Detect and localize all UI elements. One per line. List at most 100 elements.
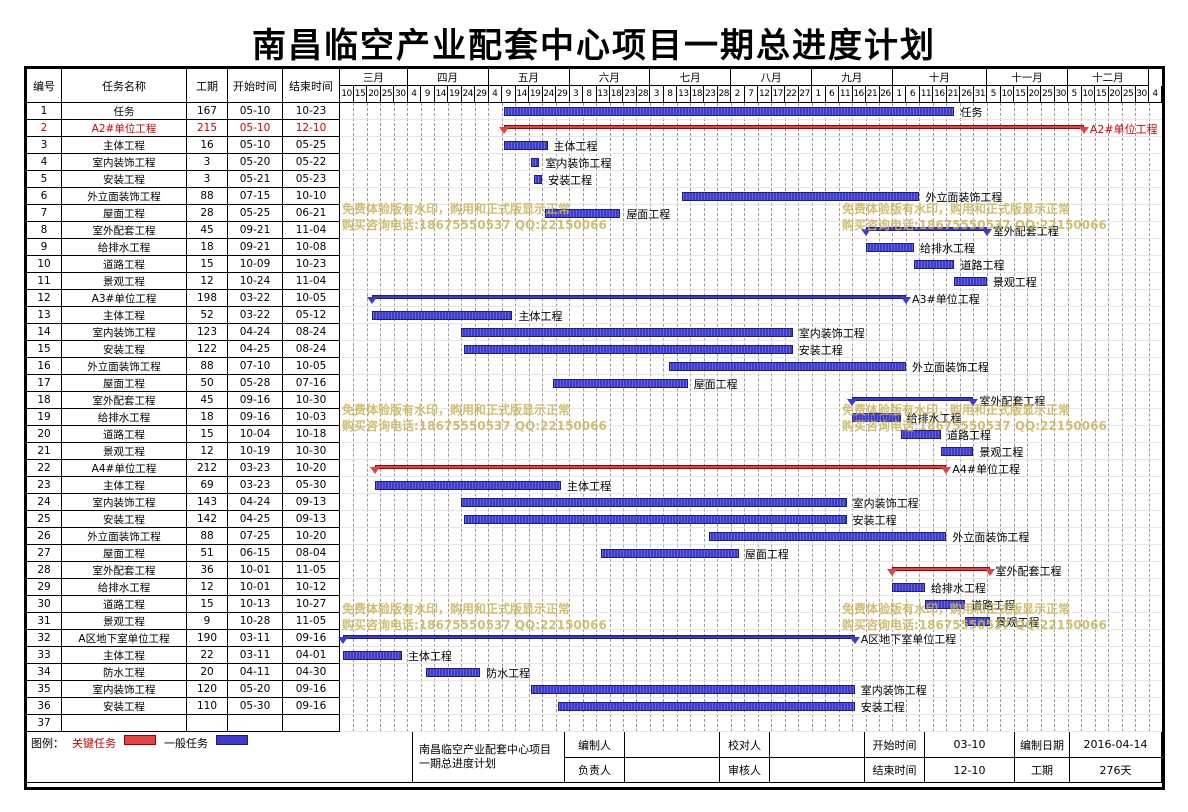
task-bar[interactable] [892, 583, 925, 592]
task-bar[interactable] [426, 668, 481, 677]
row-divider [340, 119, 1162, 120]
column-header-id: 编号 [27, 69, 62, 103]
task-start-cell: 07-10 [228, 358, 283, 375]
task-dur-cell: 142 [187, 511, 228, 528]
task-bar[interactable] [504, 141, 548, 150]
task-name-cell: 室内装饰工程 [62, 681, 187, 698]
summary-bar[interactable] [372, 295, 906, 299]
task-id-cell: 19 [27, 409, 62, 426]
task-end-cell: 10-05 [283, 358, 340, 375]
grid-line [730, 103, 732, 732]
task-name-cell: 主体工程 [62, 307, 187, 324]
timescale-day: 8 [582, 86, 597, 103]
summary-bar[interactable] [375, 465, 947, 469]
task-dur-cell: 18 [187, 409, 228, 426]
task-end-cell: 10-30 [283, 443, 340, 460]
column-header-duration: 工期 [187, 69, 228, 103]
task-dur-cell: 52 [187, 307, 228, 324]
task-bar[interactable] [531, 158, 540, 167]
task-bar[interactable] [954, 277, 987, 286]
task-bar[interactable] [601, 549, 739, 558]
task-bar[interactable] [544, 209, 621, 218]
footer-compiler-label: 编制人 [565, 732, 625, 758]
footer-checker-value [770, 732, 865, 758]
task-start-cell: 05-20 [228, 154, 283, 171]
task-end-cell: 05-25 [283, 137, 340, 154]
task-bar[interactable] [914, 260, 955, 269]
grid-line [771, 103, 773, 732]
task-bar[interactable] [941, 447, 974, 456]
task-id-cell: 11 [27, 273, 62, 290]
summary-bar[interactable] [504, 125, 1084, 129]
watermark-text: 免费体验版有水印，购用和正式版显示正常 购买咨询电话:18675550537 QQ… [842, 402, 1107, 434]
grid-line [973, 103, 975, 732]
row-divider [340, 272, 1162, 273]
task-start-cell: 10-24 [228, 273, 283, 290]
task-bar[interactable] [375, 481, 561, 490]
summary-bar[interactable] [342, 635, 855, 639]
timescale-day: 30 [1054, 86, 1069, 103]
footer-compiler-value [625, 732, 720, 758]
task-bar[interactable] [900, 430, 941, 439]
task-start-cell: 07-15 [228, 188, 283, 205]
timescale-month: 十一月 [986, 69, 1069, 86]
timescale-day: 3 [569, 86, 584, 103]
task-name-cell: 给排水工程 [62, 579, 187, 596]
watermark-line: 免费体验版有水印，购用和正式版显示正常 [342, 202, 571, 216]
task-end-cell [283, 715, 340, 732]
row-divider [340, 731, 1162, 732]
timescale-day: 14 [434, 86, 449, 103]
task-end-cell: 10-23 [283, 256, 340, 273]
task-bar[interactable] [531, 685, 855, 694]
task-bar-label: 主体工程 [518, 310, 563, 323]
timescale-day: 26 [959, 86, 974, 103]
watermark-text: 免费体验版有水印，购用和正式版显示正常 购买咨询电话:18675550537 QQ… [342, 201, 607, 233]
summary-bar[interactable] [852, 397, 974, 401]
task-end-cell: 10-23 [283, 103, 340, 120]
task-name-cell: 景观工程 [62, 273, 187, 290]
task-start-cell: 04-25 [228, 341, 283, 358]
timescale-day: 27 [798, 86, 813, 103]
timescale-day: 31 [973, 86, 988, 103]
timescale-day: 24 [461, 86, 476, 103]
task-bar[interactable] [668, 362, 906, 371]
task-bar[interactable] [865, 243, 915, 252]
task-bar-label: 主体工程 [566, 480, 611, 493]
timescale-day: 20 [366, 86, 381, 103]
timescale-day: 20 [1108, 86, 1123, 103]
legend-normal-swatch [216, 735, 248, 745]
task-name-cell: 给排水工程 [62, 239, 187, 256]
task-id-cell: 20 [27, 426, 62, 443]
grid-line [474, 103, 476, 732]
grid-line [569, 103, 571, 732]
task-id-cell: 17 [27, 375, 62, 392]
task-bar[interactable] [463, 515, 847, 524]
task-bar[interactable] [504, 107, 955, 116]
timescale-day: 1 [811, 86, 826, 103]
task-end-cell: 08-04 [283, 545, 340, 562]
footer-date-label: 编制日期 [1015, 732, 1070, 758]
legend-critical-label: 关键任务 [72, 737, 116, 750]
task-bar[interactable] [682, 192, 920, 201]
task-bar[interactable] [461, 328, 793, 337]
timescale-day: 15 [1013, 86, 1028, 103]
task-bar[interactable] [852, 413, 901, 422]
grid-line [919, 103, 921, 732]
timescale-day: 28 [717, 86, 732, 103]
task-bar[interactable] [558, 702, 855, 711]
task-bar[interactable] [342, 651, 402, 660]
task-bar[interactable] [463, 345, 793, 354]
task-bar[interactable] [534, 175, 543, 184]
row-divider [340, 204, 1162, 205]
task-bar-label: A4#单位工程 [952, 463, 1021, 476]
task-bar[interactable] [461, 498, 847, 507]
task-bar[interactable] [552, 379, 688, 388]
task-bar[interactable] [965, 617, 990, 626]
task-bar[interactable] [709, 532, 947, 541]
task-bar[interactable] [924, 600, 966, 609]
task-bar-label: A3#单位工程 [911, 293, 980, 306]
grid-line [717, 103, 719, 732]
summary-bar[interactable] [892, 567, 990, 571]
task-bar[interactable] [372, 311, 513, 320]
task-id-cell: 26 [27, 528, 62, 545]
